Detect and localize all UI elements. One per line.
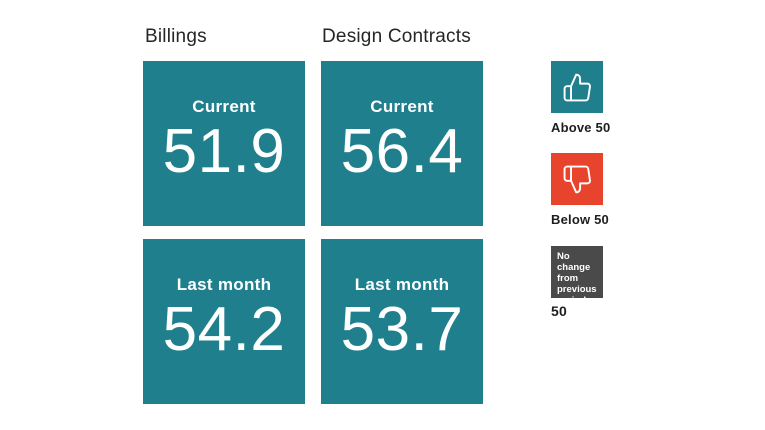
- card-label: Current: [370, 97, 434, 116]
- no-change-text-line: No change: [557, 251, 591, 273]
- card-value: 51.9: [162, 117, 286, 186]
- legend-50-label: 50: [551, 303, 567, 319]
- card-design-contracts-last-month: Last month 53.7: [321, 239, 483, 404]
- no-change-text-line: period: [557, 295, 587, 306]
- card-design-contracts-current: Current 56.4: [321, 61, 483, 226]
- card-value: 54.2: [162, 295, 286, 364]
- card-billings-last-month: Last month 54.2: [143, 239, 305, 404]
- thumbs-up-icon: [562, 72, 593, 103]
- legend-above-50-swatch: [551, 61, 603, 113]
- card-label: Current: [192, 97, 256, 116]
- thumbs-down-icon: [562, 164, 593, 195]
- card-value: 56.4: [340, 117, 464, 186]
- column-title-billings: Billings: [145, 26, 207, 47]
- legend-below-50-swatch: [551, 153, 603, 205]
- no-change-text-line: previous: [557, 284, 597, 295]
- no-change-text-line: from: [557, 273, 579, 284]
- card-label: Last month: [354, 275, 450, 294]
- column-title-design-contracts: Design Contracts: [322, 26, 471, 47]
- card-value: 53.7: [340, 295, 464, 364]
- card-label: Last month: [176, 275, 272, 294]
- legend-no-change-swatch: No change from previous period: [551, 246, 603, 306]
- legend-above-50-label: Above 50: [551, 120, 611, 135]
- card-billings-current: Current 51.9: [143, 61, 305, 226]
- legend-below-50-label: Below 50: [551, 212, 609, 227]
